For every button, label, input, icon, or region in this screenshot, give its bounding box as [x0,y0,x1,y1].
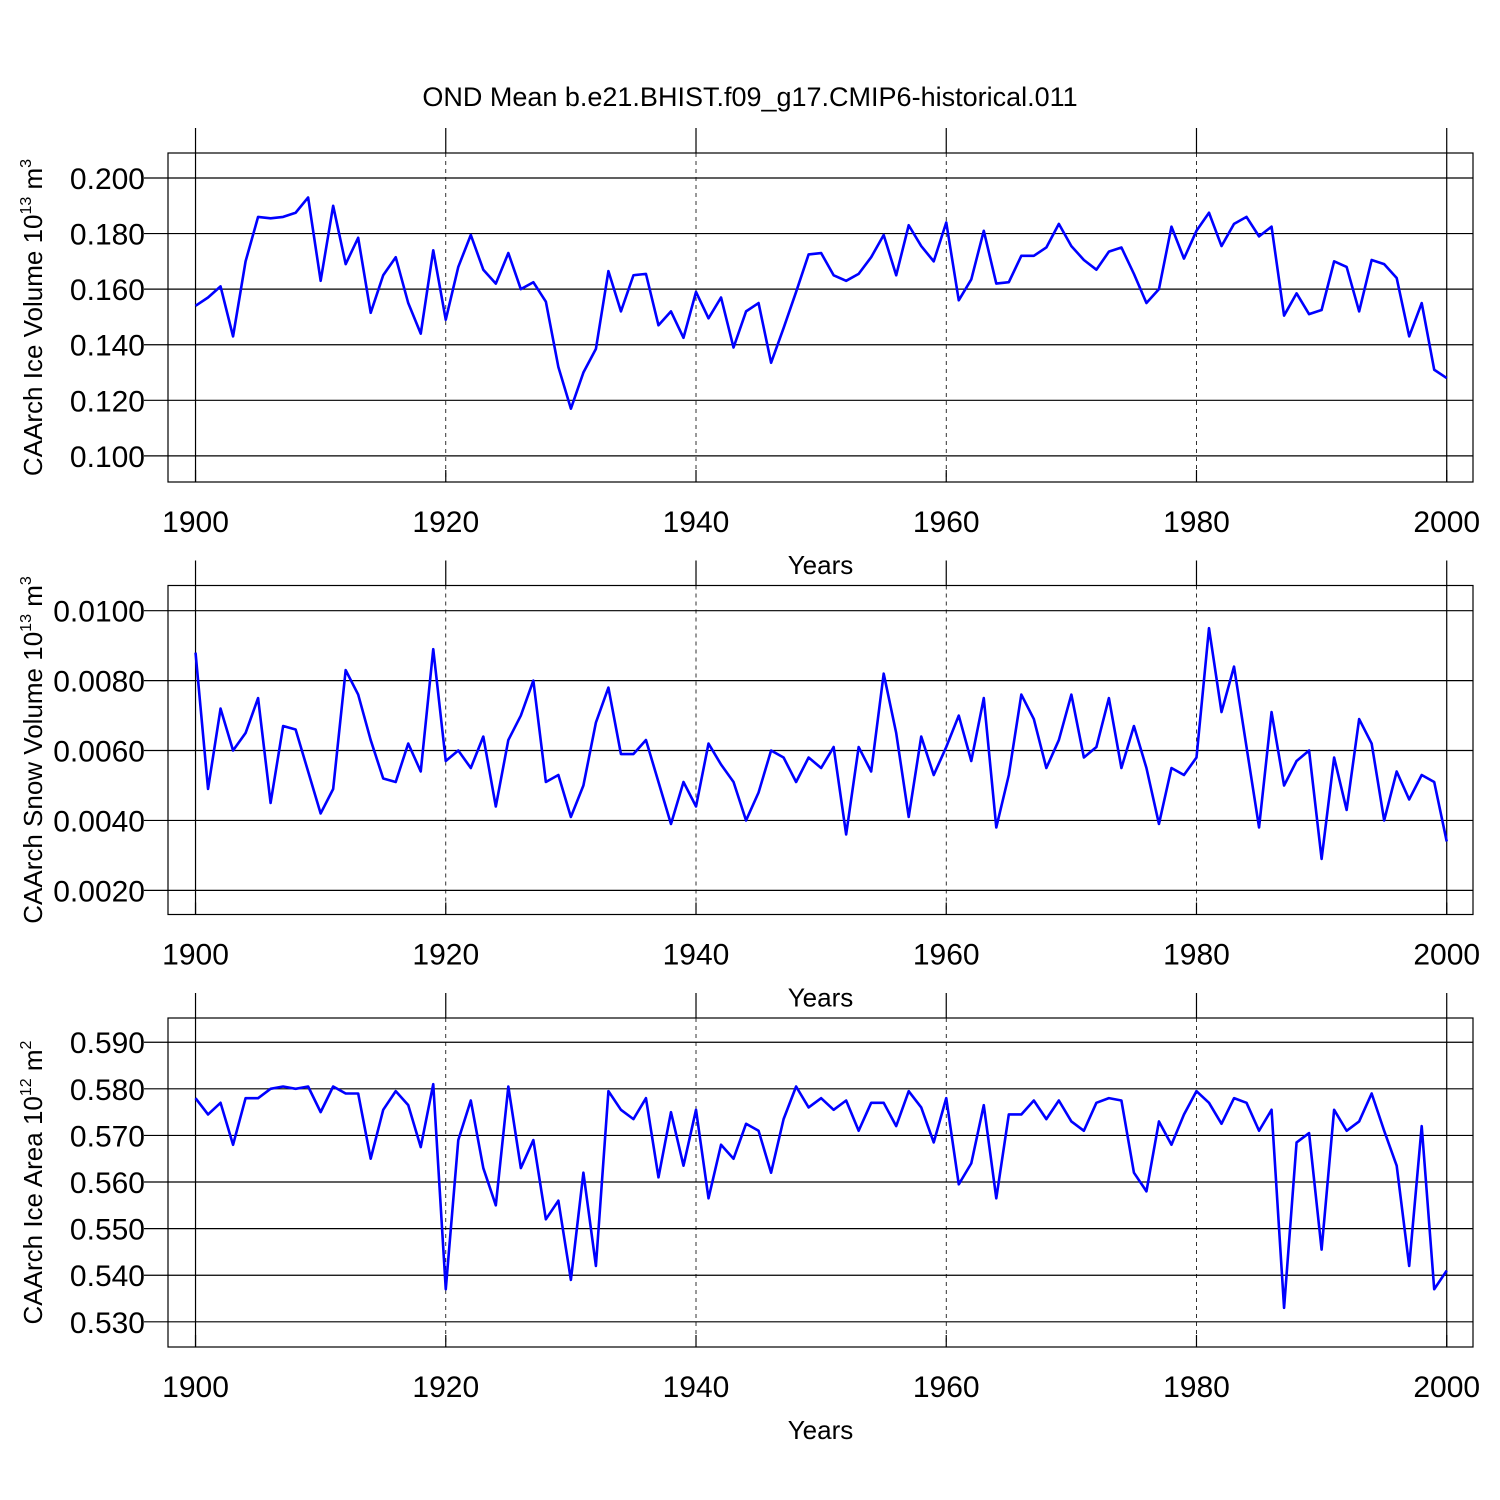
y-tick-label: 0.180 [70,219,145,252]
y-tick-label: 0.0040 [53,805,145,838]
y-tick-label: 0.590 [70,1027,145,1060]
data-line [194,1082,1448,1310]
y-tick-label: 0.560 [70,1167,145,1200]
y-tick-label: 0.200 [70,163,145,196]
x-tick-label: 1960 [913,939,980,972]
y-axis-label-text: CAArch Ice Area 10 [18,1096,48,1324]
x-tick-label: 1960 [913,506,980,539]
y-axis-label-exponent: 12 [18,1078,35,1096]
plot-frame [167,152,1474,483]
y-axis-label-exponent: 3 [18,159,35,168]
y-axis-label-text: m [18,1049,48,1078]
y-tick-label: 0.550 [70,1214,145,1247]
y-tick-label: 0.160 [70,274,145,307]
y-axis-label-exponent: 13 [18,197,35,215]
y-axis-label-exponent: 2 [18,1040,35,1049]
data-line [194,196,1448,410]
x-tick-label: 1980 [1163,1371,1230,1404]
x-tick-label: 1900 [162,939,229,972]
y-axis-label-exponent: 3 [18,576,35,585]
y-tick-label: 0.140 [70,330,145,363]
y-tick-label: 0.530 [70,1307,145,1340]
panel: 1900 1920 1940 1960 1980 2000 0.530 0.540 0.550 0… [18,993,1480,1445]
y-axis-label: CAArch Snow Volume 1013 m3 [18,576,48,924]
y-axis-label-text: m [18,168,48,197]
x-tick-label: 1920 [412,506,479,539]
data-line [194,626,1448,861]
x-tick-label: 1900 [162,1371,229,1404]
x-tick-label: 1980 [1163,939,1230,972]
x-axis-label: Years [788,983,854,1013]
y-tick-label: 0.0060 [53,736,145,769]
y-tick-label: 0.570 [70,1120,145,1153]
y-tick-label: 0.0100 [53,596,145,629]
x-axis-label: Years [788,1415,854,1445]
y-axis-label-exponent: 13 [18,614,35,632]
x-tick-label: 1980 [1163,506,1230,539]
y-axis-label-text: CAArch Ice Volume 10 [18,215,48,477]
figure-title: OND Mean b.e21.BHIST.f09_g17.CMIP6-histo… [422,82,1077,112]
x-tick-label: 2000 [1413,939,1480,972]
x-tick-label: 1940 [663,1371,730,1404]
panel: 1900 1920 1940 1960 1980 2000 0.0020 0.0040 0.00… [18,560,1480,1013]
x-tick-label: 1940 [663,506,730,539]
x-tick-label: 1960 [913,1371,980,1404]
x-tick-label: 1920 [412,939,479,972]
x-tick-label: 1920 [412,1371,479,1404]
x-tick-label: 2000 [1413,1371,1480,1404]
x-tick-label: 1940 [663,939,730,972]
y-axis-label-text: m [18,585,48,614]
y-axis-label: CAArch Ice Area 1012 m2 [18,1040,48,1324]
y-tick-label: 0.0080 [53,666,145,699]
x-tick-label: 2000 [1413,506,1480,539]
y-tick-label: 0.540 [70,1260,145,1293]
y-tick-label: 0.100 [70,441,145,474]
y-tick-label: 0.120 [70,385,145,418]
y-axis-label: CAArch Ice Volume 1013 m3 [18,159,48,476]
panel: 1900 1920 1940 1960 1980 2000 0.100 0.120 0.140 0… [18,128,1480,580]
x-tick-label: 1900 [162,506,229,539]
y-tick-label: 0.0020 [53,875,145,908]
x-axis-label: Years [788,550,854,580]
y-tick-label: 0.580 [70,1074,145,1107]
y-axis-label-text: CAArch Snow Volume 10 [18,632,48,924]
